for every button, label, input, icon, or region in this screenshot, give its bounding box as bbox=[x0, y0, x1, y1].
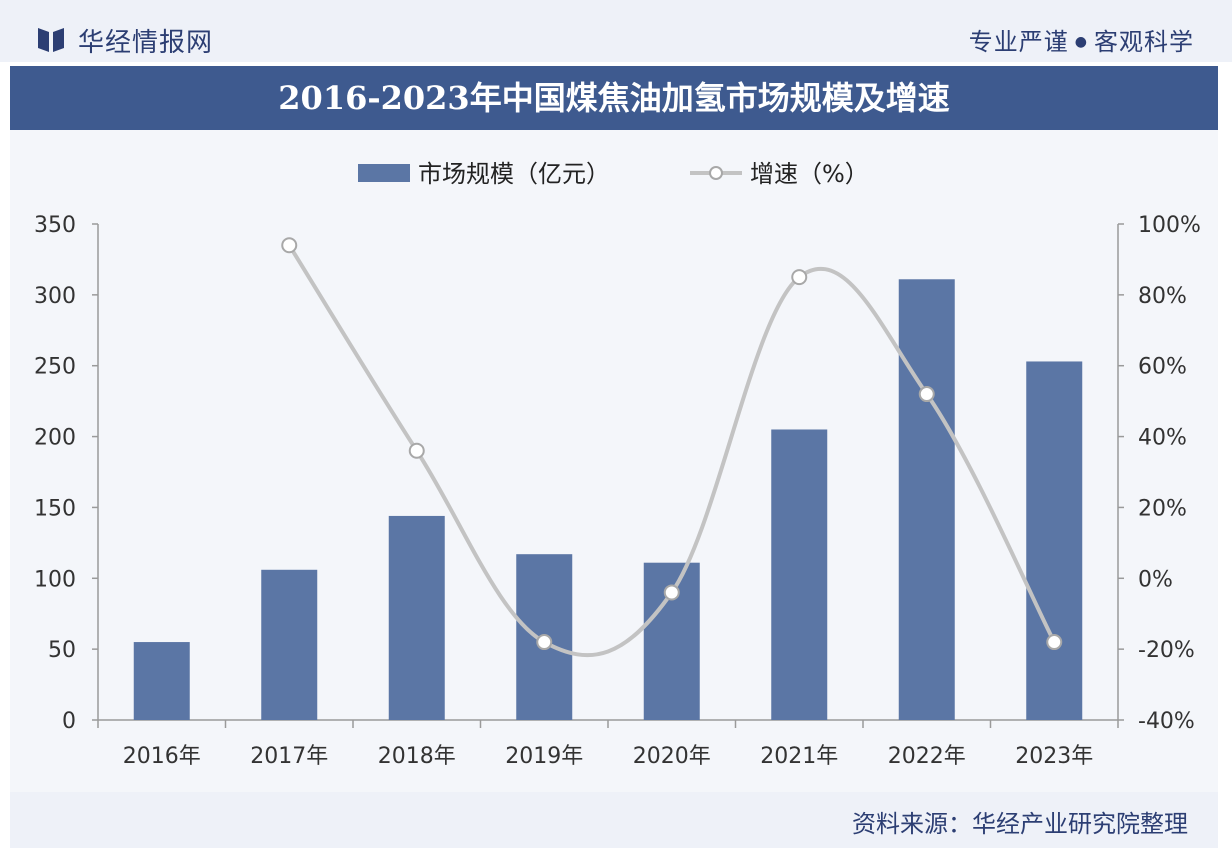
logo-icon bbox=[38, 28, 64, 52]
left-tick-label: 250 bbox=[34, 355, 76, 380]
right-tick-label: 80% bbox=[1138, 284, 1187, 309]
slogan: 专业严谨 ● 客观科学 bbox=[969, 22, 1194, 57]
slogan-left: 专业严谨 bbox=[968, 28, 1069, 56]
header-bar: 华经情报网 专业严谨 ● 客观科学 bbox=[0, 0, 1232, 62]
left-tick-label: 50 bbox=[48, 638, 76, 663]
right-tick-label: -20% bbox=[1138, 638, 1195, 663]
left-tick-label: 200 bbox=[34, 426, 76, 451]
brand-name: 华经情报网 bbox=[78, 28, 214, 58]
left-tick-label: 300 bbox=[34, 284, 76, 309]
left-tick-label: 150 bbox=[34, 496, 76, 521]
legend-bar-swatch bbox=[358, 164, 410, 182]
left-tick-label: 100 bbox=[34, 567, 76, 592]
right-tick-label: -40% bbox=[1138, 709, 1195, 734]
right-tick-label: 100% bbox=[1138, 213, 1201, 238]
legend-line-marker bbox=[709, 166, 723, 180]
growth-point bbox=[536, 634, 553, 651]
legend-line-label: 增速（%） bbox=[750, 160, 869, 188]
x-tick-label: 2019年 bbox=[505, 744, 583, 769]
growth-point bbox=[663, 584, 680, 601]
growth-point bbox=[1046, 634, 1063, 651]
footer-bar: 资料来源：华经产业研究院整理 bbox=[10, 792, 1218, 848]
legend-bar-label: 市场规模（亿元） bbox=[418, 160, 610, 188]
x-tick-label: 2020年 bbox=[633, 744, 711, 769]
title-bar: 2016-2023年中国煤焦油加氢市场规模及增速 bbox=[10, 66, 1218, 130]
growth-point bbox=[791, 269, 808, 286]
bar bbox=[771, 429, 828, 720]
bar bbox=[133, 642, 190, 720]
right-tick-label: 40% bbox=[1138, 426, 1187, 451]
chart-title: 2016-2023年中国煤焦油加氢市场规模及增速 bbox=[278, 79, 950, 117]
chart-area bbox=[10, 130, 1218, 792]
bar bbox=[261, 569, 318, 720]
right-tick-label: 60% bbox=[1138, 355, 1187, 380]
growth-point bbox=[918, 386, 935, 403]
x-tick-label: 2016年 bbox=[123, 744, 201, 769]
right-tick-label: 0% bbox=[1138, 567, 1173, 592]
source-note: 资料来源：华经产业研究院整理 bbox=[852, 810, 1188, 838]
left-tick-label: 350 bbox=[34, 213, 76, 238]
bar bbox=[898, 279, 955, 720]
bar bbox=[1026, 361, 1083, 720]
slogan-right: 客观科学 bbox=[1094, 28, 1194, 56]
slogan-dot: ● bbox=[1074, 34, 1088, 50]
bar bbox=[388, 515, 445, 720]
left-tick-label: 0 bbox=[62, 709, 76, 734]
growth-point bbox=[408, 442, 425, 459]
x-tick-label: 2023年 bbox=[1015, 744, 1093, 769]
x-tick-label: 2017年 bbox=[250, 744, 328, 769]
growth-point bbox=[281, 237, 298, 254]
x-tick-label: 2018年 bbox=[378, 744, 456, 769]
x-tick-label: 2021年 bbox=[760, 744, 838, 769]
x-tick-label: 2022年 bbox=[888, 744, 966, 769]
right-tick-label: 20% bbox=[1138, 496, 1187, 521]
